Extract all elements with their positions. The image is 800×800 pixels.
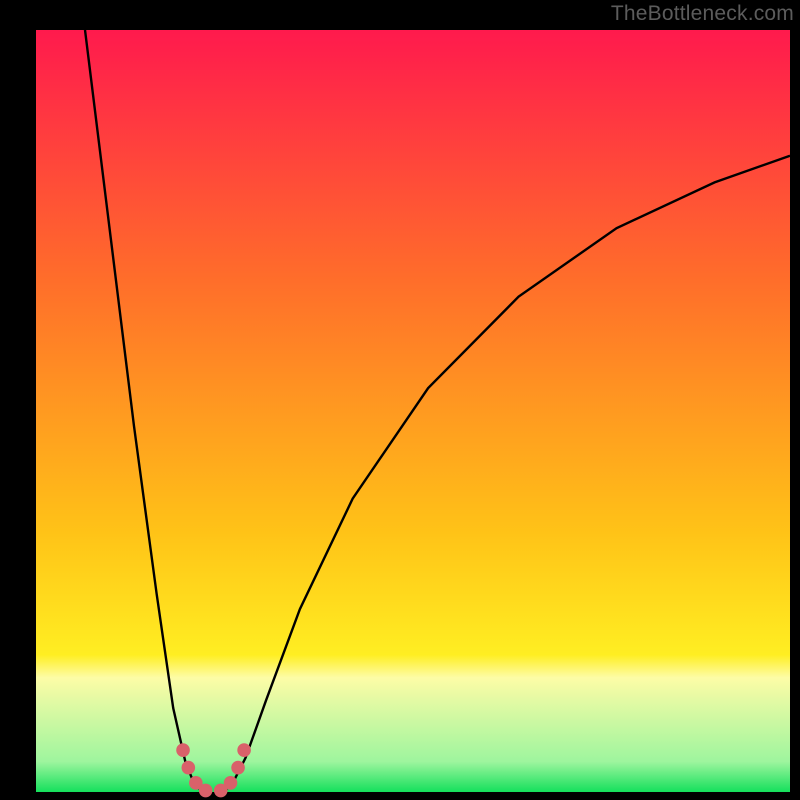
curve-marker <box>199 784 213 798</box>
plot-gradient-area <box>36 30 790 792</box>
curve-marker <box>182 761 196 775</box>
watermark-text: TheBottleneck.com <box>611 2 794 26</box>
curve-marker <box>176 743 190 757</box>
curve-marker <box>237 743 251 757</box>
curve-markers <box>176 743 251 797</box>
curve-right-branch <box>223 156 790 792</box>
chart-frame: TheBottleneck.com <box>0 0 800 800</box>
curve-marker <box>224 776 238 790</box>
curve-marker <box>231 761 245 775</box>
curve-svg <box>36 30 790 792</box>
curve-left-branch <box>85 30 203 792</box>
